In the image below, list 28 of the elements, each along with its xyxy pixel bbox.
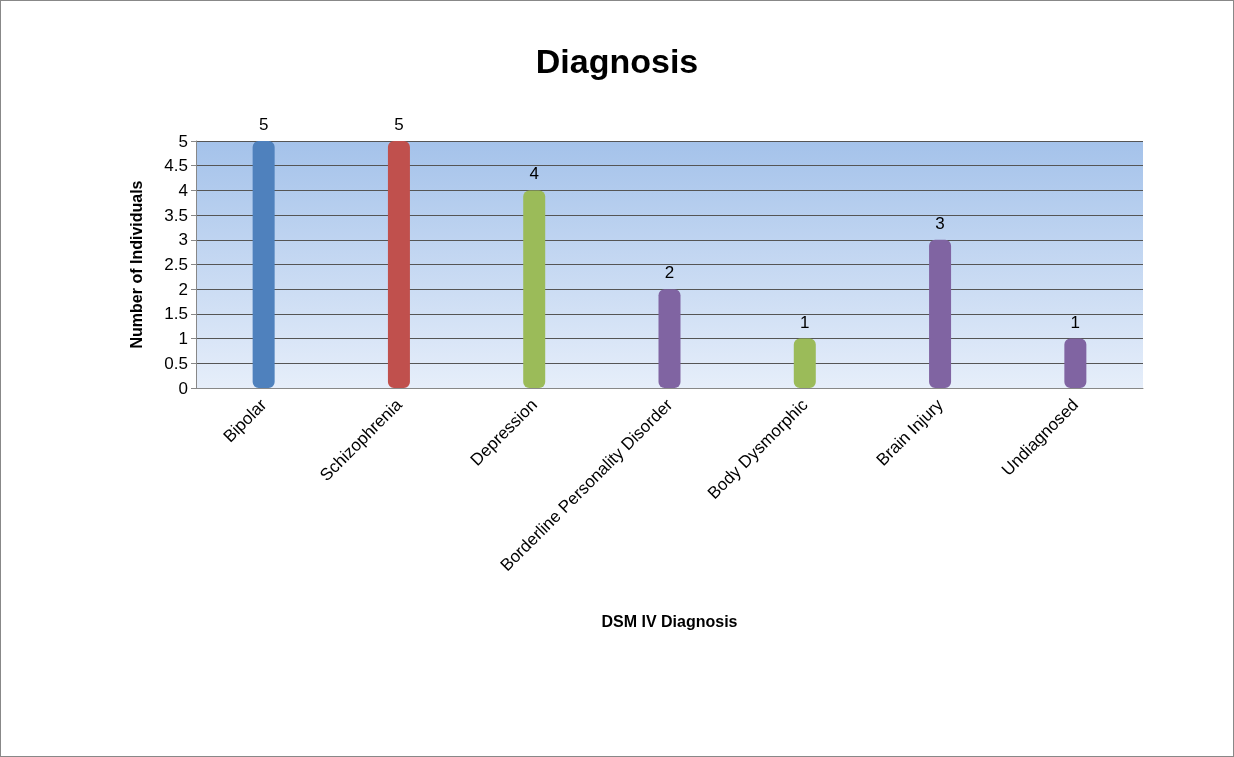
y-tick-label: 3 — [178, 230, 188, 250]
y-tick-label: 0.5 — [164, 353, 188, 373]
data-label: 5 — [258, 115, 269, 134]
bar — [1064, 338, 1087, 388]
data-label: 4 — [529, 164, 539, 184]
y-tick-label: 5 — [178, 131, 188, 151]
y-tick-label: 4.5 — [164, 156, 188, 176]
y-tick-label: 4 — [178, 180, 188, 200]
bar — [658, 289, 681, 388]
y-tick-label: 0 — [178, 378, 188, 398]
data-label: 1 — [1070, 312, 1081, 332]
data-label: 3 — [935, 213, 945, 233]
y-tick-label: 2.5 — [164, 255, 188, 274]
bar — [523, 190, 546, 388]
data-label: 5 — [394, 115, 404, 134]
data-label: 1 — [800, 312, 810, 332]
y-axis-title: Number of Individuals — [127, 180, 145, 349]
y-tick-label: 2 — [178, 279, 188, 299]
chart-title: Diagnosis — [535, 42, 699, 80]
y-tick-label: 3.5 — [164, 205, 188, 225]
bar — [793, 338, 816, 388]
y-tick-label: 1.5 — [164, 304, 188, 324]
bar — [929, 239, 952, 388]
bar — [252, 141, 275, 388]
data-label: 2 — [664, 263, 675, 283]
bar — [387, 141, 410, 388]
y-tick-label: 1 — [178, 329, 188, 349]
x-axis-title: DSM IV Diagnosis — [601, 612, 738, 630]
